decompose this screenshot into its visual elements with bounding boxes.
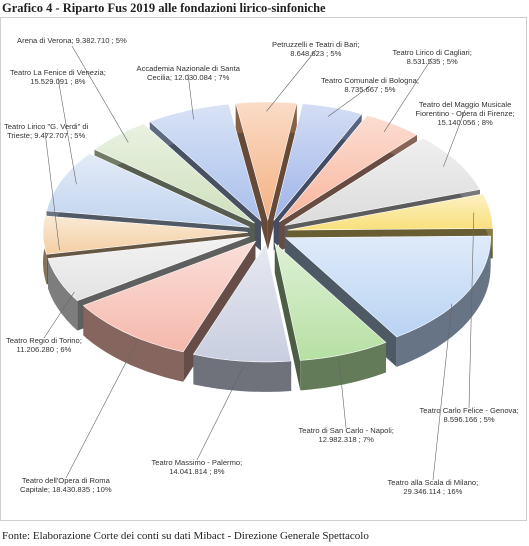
slice-label: Teatro Carlo Felice - Genova; 8.596.166 ;…: [420, 406, 519, 424]
slice-side: [193, 354, 292, 392]
leader-line: [327, 85, 371, 117]
slice-highlight: [273, 103, 362, 221]
slice-inner-wall: [267, 103, 297, 251]
slice-label: Teatro La Fenice di Venezia; 15.529.091 ;…: [10, 68, 106, 86]
slice-label-line: Teatro Carlo Felice - Genova;: [419, 406, 519, 415]
slice-highlight: [46, 153, 250, 228]
leader-line: [71, 45, 129, 143]
slice-label-line: 11.206.280 ; 6%: [16, 345, 72, 354]
leader-line: [57, 77, 77, 185]
slice-label: Accademia Nazionale di Santa Cecilia; 12.…: [137, 64, 240, 82]
leader-line: [65, 340, 138, 479]
slice-highlight: [285, 236, 491, 337]
slice-label-line: Arena di Verona; 9.382.710 ; 5%: [17, 36, 127, 45]
leader-line: [266, 49, 317, 112]
slice-label-line: Cecilia; 12.030.084 ; 7%: [147, 73, 230, 82]
slice-inner-wall: [274, 243, 301, 391]
slice-highlight: [287, 193, 493, 231]
slice-highlight: [48, 236, 250, 301]
leader-line: [383, 57, 433, 132]
slice-highlight: [43, 216, 248, 255]
slice-label-line: 15.529.091 ; 8%: [30, 77, 86, 86]
slice-side: [48, 258, 78, 331]
slice-label: Teatro Regio di Torino; 11.206.280 ; 6%: [6, 336, 82, 354]
slice-label-line: Teatro Regio di Torino;: [6, 336, 82, 345]
leader-line: [443, 109, 466, 167]
slice-label-line: 8.648.623 ; 5%: [290, 49, 342, 58]
slice-label-line: 14.041.814 ; 8%: [169, 467, 225, 476]
slice-label-line: Teatro Lirico "G. Verdi" di: [4, 122, 89, 131]
slice-label-line: 29.346.114 ; 16%: [403, 487, 463, 496]
slice-label: Teatro Comunale di Bologna; 8.735.667 ; 5…: [321, 76, 419, 94]
slice-label-line: Petruzzelli e Teatri di Bari;: [272, 40, 360, 49]
slice-label: Teatro alla Scala di Milano; 29.346.114 ;…: [388, 478, 479, 496]
slice-label: Teatro Massimo - Palermo; 14.041.814 ; 8%: [152, 458, 243, 476]
slice-label-line: Teatro Massimo - Palermo;: [151, 458, 243, 467]
slice-label: Teatro del Maggio Musicale Fiorentino - O…: [416, 100, 515, 127]
slice-label-line: 15.140.056 ; 8%: [437, 118, 493, 127]
slice-highlight: [284, 138, 480, 226]
slice-label-line: 8.596.166 ; 5%: [443, 415, 495, 424]
leader-line: [44, 131, 60, 251]
slice-label: Petruzzelli e Teatri di Bari; 8.648.623 ;…: [272, 40, 360, 58]
slice-label-line: Teatro Comunale di Bologna;: [321, 76, 419, 85]
slice-side: [300, 342, 386, 391]
slice-label: Teatro dell'Opera di Roma Capitale; 18.43…: [20, 476, 112, 494]
slice-label-line: Teatro di San Carlo - Napoli;: [298, 426, 394, 435]
slice-highlight: [193, 243, 292, 362]
slice-label-line: Teatro La Fenice di Venezia;: [10, 68, 106, 77]
slice-label: Teatro Lirico di Cagliari; 8.531.535 ; 5%: [393, 48, 472, 66]
leader-line: [338, 360, 347, 429]
slice-label-line: Teatro dell'Opera di Roma: [21, 476, 110, 485]
leader-line: [196, 366, 244, 461]
leader-line: [432, 303, 453, 481]
slice-label-line: 12.982.318 ; 7%: [318, 435, 374, 444]
slice-side: [396, 236, 491, 367]
slice-label-line: Teatro del Maggio Musicale: [418, 100, 512, 109]
slice-label: Arena di Verona; 9.382.710 ; 5%: [17, 36, 127, 45]
slice-label-line: Accademia Nazionale di Santa: [136, 64, 240, 73]
slice-side: [83, 305, 184, 382]
slice-label: Teatro Lirico "G. Verdi" di Trieste; 9.47…: [4, 122, 88, 140]
slice-label-line: Teatro Lirico di Cagliari;: [392, 48, 472, 57]
leader-line: [187, 73, 194, 120]
slice-highlight: [149, 104, 261, 221]
slice-label-line: Teatro alla Scala di Milano;: [387, 478, 479, 487]
slice-label-line: 8.531.535 ; 5%: [406, 57, 458, 66]
slice-label-line: Capitale; 18.430.835 ; 10%: [20, 485, 112, 494]
slice-label-line: Fiorentino - Opera di Firenze;: [415, 109, 515, 118]
slice-label: Teatro di San Carlo - Napoli; 12.982.318 …: [299, 426, 394, 444]
slice-highlight: [83, 241, 256, 352]
leader-line: [43, 291, 75, 339]
slice-label-line: Trieste; 9.472.707 ; 5%: [7, 131, 86, 140]
slice-inner-wall: [235, 103, 268, 251]
slice-highlight: [235, 102, 297, 220]
chart-title: Grafico 4 - Riparto Fus 2019 alle fondaz…: [2, 1, 326, 15]
slice-highlight: [279, 115, 417, 222]
leader-line: [468, 212, 475, 409]
slice-label-line: 8.735.667 ; 5%: [344, 85, 396, 94]
source-note: Fonte: Elaborazione Corte dei conti su d…: [2, 530, 369, 542]
slice-highlight: [274, 243, 386, 361]
slice-highlight: [94, 123, 255, 224]
